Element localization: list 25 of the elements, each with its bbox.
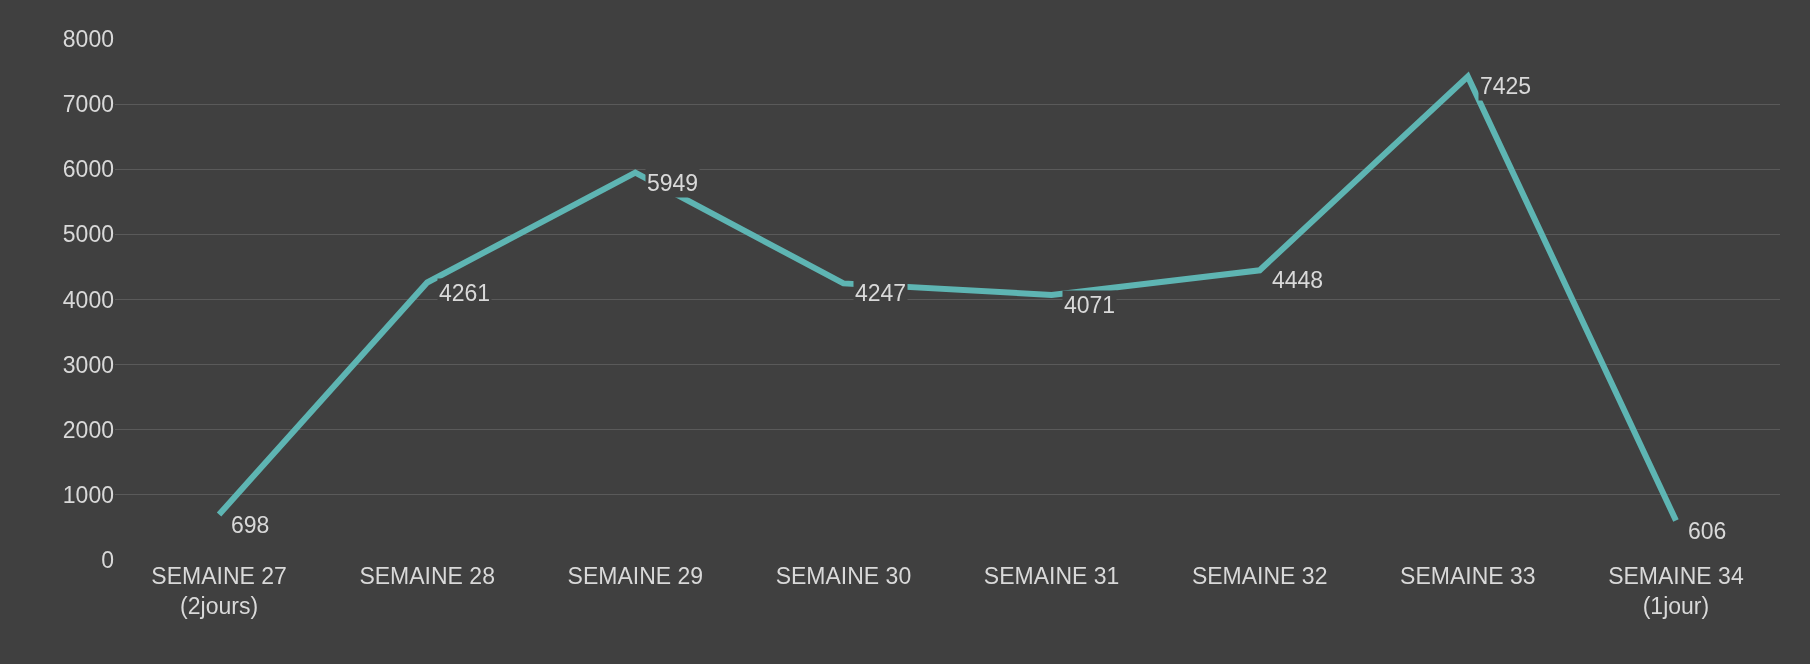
y-tick-label: 0 — [101, 547, 114, 574]
x-tick-label: SEMAINE 30 — [775, 563, 912, 589]
x-tick-label: SEMAINE 29 — [567, 563, 704, 589]
data-label: 4261 — [439, 280, 491, 306]
data-label: 7425 — [1480, 73, 1532, 99]
data-label: 606 — [1688, 518, 1727, 544]
y-tick-label: 8000 — [62, 26, 114, 53]
y-tick-label: 6000 — [62, 156, 114, 183]
y-tick-label: 2000 — [62, 416, 114, 443]
y-tick-label: 3000 — [62, 351, 114, 378]
y-tick-label: 5000 — [62, 221, 114, 248]
data-label: 4071 — [1064, 292, 1116, 318]
y-tick-label: 4000 — [62, 286, 114, 313]
data-label: 4247 — [855, 280, 907, 306]
data-label: 5949 — [647, 170, 699, 196]
x-tick-label: SEMAINE 32 — [1191, 563, 1328, 589]
x-tick-label: SEMAINE 27 (2jours) — [151, 563, 287, 619]
x-tick-label: SEMAINE 34 (1jour) — [1608, 563, 1744, 619]
x-tick-label: SEMAINE 28 — [359, 563, 495, 589]
x-tick-label: SEMAINE 31 — [983, 563, 1120, 589]
y-tick-label: 1000 — [62, 481, 114, 508]
data-label: 698 — [231, 512, 270, 538]
x-tick-label: SEMAINE 33 — [1400, 563, 1536, 589]
data-label: 4448 — [1272, 267, 1324, 293]
y-tick-label: 7000 — [62, 91, 114, 118]
